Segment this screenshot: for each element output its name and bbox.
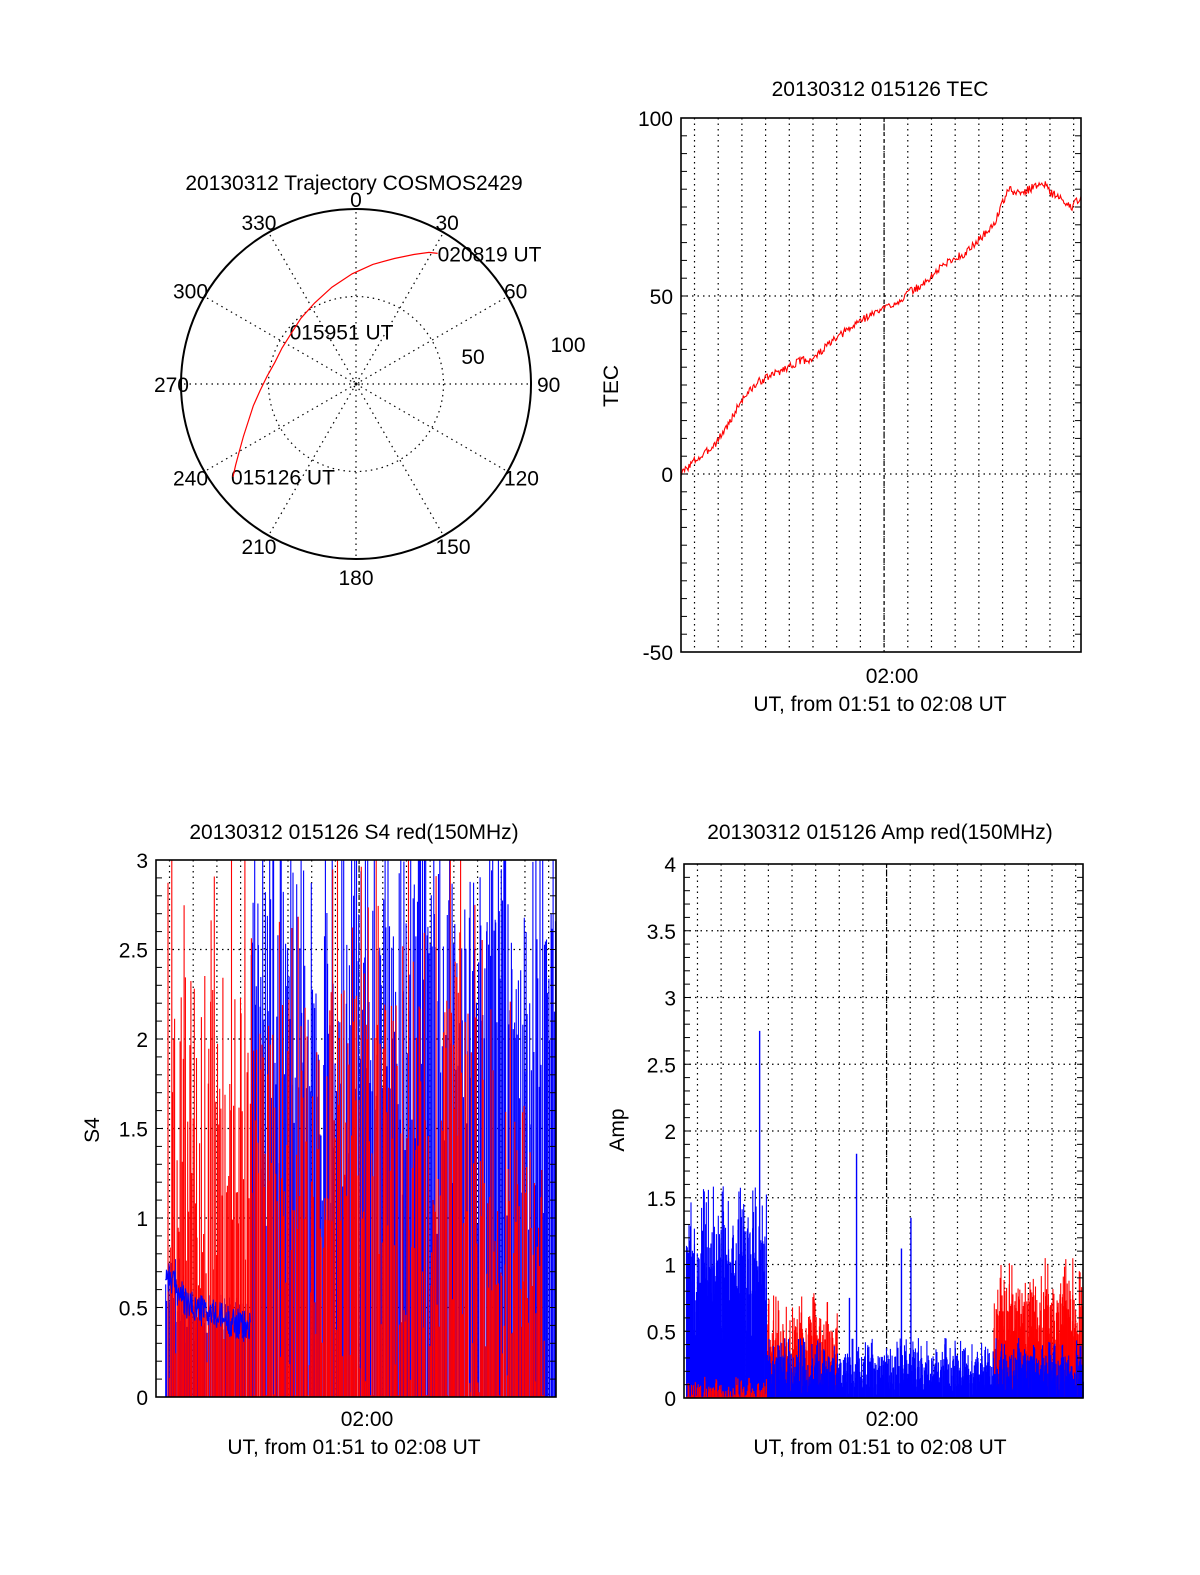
tec-plot-area: 100 50 0 -50 <box>638 108 1082 665</box>
s4-plot: 20130312 015126 S4 red(150MHz) S4 02:00 … <box>81 821 557 1459</box>
y-tick-label: 1.5 <box>119 1119 148 1142</box>
y-tick-label: 0.5 <box>119 1298 148 1321</box>
axes: 4 3.5 3 2.5 2 1.5 1 0.5 0 <box>647 854 1084 1411</box>
data-layer <box>685 1030 1084 1398</box>
polar-angle-label: 330 <box>241 212 276 235</box>
grid-lines <box>681 118 1081 652</box>
polar-center-mark <box>352 380 360 388</box>
polar-spoke-240 <box>204 383 357 473</box>
polar-spoke-330 <box>267 232 357 385</box>
amp-title: 20130312 015126 Amp red(150MHz) <box>707 821 1053 844</box>
polar-spoke-210 <box>267 383 357 536</box>
axes: 3 2.5 2 1.5 1 0.5 0 <box>119 850 557 1410</box>
plot-frame <box>683 863 1084 1399</box>
plot-frame <box>680 117 1082 653</box>
y-tick-label: 0 <box>664 1388 676 1411</box>
trajectory-title: 20130312 Trajectory COSMOS2429 <box>185 172 522 195</box>
y-tick-label: 1.5 <box>647 1188 676 1211</box>
data-layer <box>165 860 557 1397</box>
polar-angular-labels: 0 30 60 90 120 150 180 210 240 270 300 330 50 100 0151… <box>154 189 586 590</box>
polar-angle-label: 300 <box>173 281 208 304</box>
polar-outer-circle <box>180 208 532 560</box>
plot-frame <box>155 859 557 1398</box>
y-tick-label: 2 <box>136 1029 148 1052</box>
polar-angle-label: 210 <box>241 536 276 559</box>
trajectory-polar-plot: 20130312 Trajectory COSMOS2429 0 30 60 90 12… <box>154 172 586 590</box>
tec-title: 20130312 015126 TEC <box>772 78 989 101</box>
data-layer <box>680 181 1082 477</box>
s4-xtick-label: 02:00 <box>341 1408 394 1431</box>
grid-lines <box>684 864 1083 1398</box>
tec-xtick-label: 02:00 <box>866 665 919 688</box>
trajectory-time-annotation: 015951 UT <box>290 322 394 345</box>
polar-trajectory <box>232 251 438 477</box>
s4-plot-area: 3 2.5 2 1.5 1 0.5 0 <box>119 850 557 1410</box>
y-tick-label: -50 <box>643 642 673 665</box>
tec-ylabel: TEC <box>600 365 623 407</box>
y-tick-label: 3 <box>136 850 148 873</box>
amp-xtick-label: 02:00 <box>866 1408 919 1431</box>
tec-plot: 20130312 015126 TEC TEC 02:00 UT, from 0… <box>600 78 1082 716</box>
trajectory-time-annotation: 020819 UT <box>438 243 542 266</box>
polar-spoke-120 <box>355 383 508 473</box>
polar-angle-label: 270 <box>154 374 189 397</box>
s4-xlabel: UT, from 01:51 to 02:08 UT <box>227 1436 480 1459</box>
s4-blue-early-line <box>165 1265 251 1342</box>
s4-title: 20130312 015126 S4 red(150MHz) <box>189 821 518 844</box>
y-tick-label: 3 <box>664 988 676 1011</box>
y-tick-label: 0 <box>661 464 673 487</box>
y-tick-label: 2.5 <box>647 1054 676 1077</box>
polar-angle-label: 60 <box>504 281 527 304</box>
y-tick-label: 0.5 <box>647 1321 676 1344</box>
series-blue <box>165 860 557 1397</box>
polar-angle-label: 0 <box>350 189 362 212</box>
tec-xlabel: UT, from 01:51 to 02:08 UT <box>753 693 1006 716</box>
polar-angle-label: 150 <box>436 536 471 559</box>
y-tick-label: 4 <box>664 854 676 877</box>
y-tick-label: 3.5 <box>647 921 676 944</box>
polar-grid <box>180 208 532 560</box>
amp-xlabel: UT, from 01:51 to 02:08 UT <box>753 1436 1006 1459</box>
series-blue <box>685 1030 1084 1398</box>
s4-ylabel: S4 <box>81 1117 104 1143</box>
y-tick-label: 100 <box>638 108 673 131</box>
amp-plot-area: 4 3.5 3 2.5 2 1.5 1 0.5 0 <box>647 854 1084 1411</box>
y-tick-label: 1 <box>136 1208 148 1231</box>
y-tick-label: 1 <box>664 1255 676 1278</box>
y-tick-label: 2 <box>664 1121 676 1144</box>
polar-angle-label: 90 <box>537 374 560 397</box>
polar-angle-label: 30 <box>436 212 459 235</box>
amp-ylabel: Amp <box>606 1108 629 1151</box>
y-tick-label: 50 <box>650 286 673 309</box>
trajectory-time-annotation: 015126 UT <box>231 467 335 490</box>
polar-angle-label: 180 <box>338 567 373 590</box>
tec-line <box>680 181 1082 477</box>
trajectory-line <box>232 251 438 477</box>
polar-angle-label: 120 <box>504 468 539 491</box>
y-tick-label: 2.5 <box>119 940 148 963</box>
series-red <box>167 860 545 1397</box>
polar-radial-label: 100 <box>550 334 585 357</box>
amp-plot: 20130312 015126 Amp red(150MHz) Amp 02:0… <box>606 821 1084 1459</box>
y-tick-label: 0 <box>136 1387 148 1410</box>
polar-radial-label: 50 <box>461 346 484 369</box>
axes: 100 50 0 -50 <box>638 108 1082 665</box>
polar-spoke-150 <box>355 383 445 536</box>
polar-circle-50 <box>267 295 445 473</box>
polar-angle-label: 240 <box>173 468 208 491</box>
